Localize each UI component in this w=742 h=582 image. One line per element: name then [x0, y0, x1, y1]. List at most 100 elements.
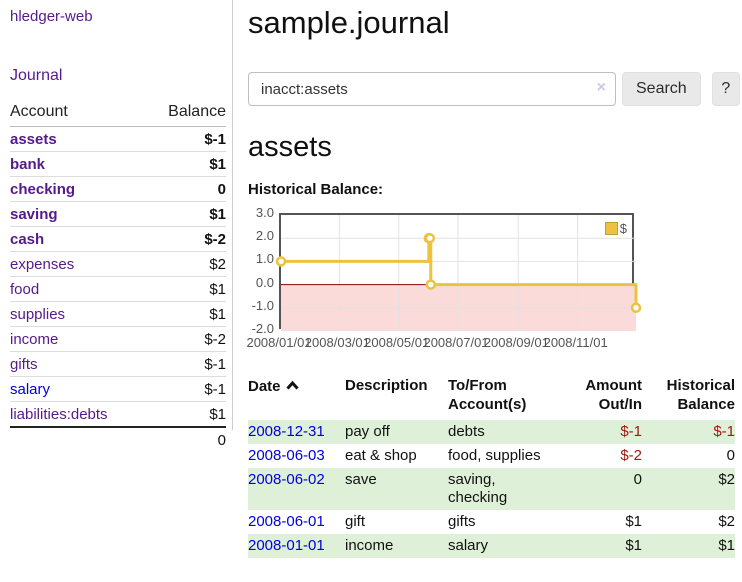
account-link[interactable]: supplies [10, 306, 66, 323]
y-axis-tick-label: 2.0 [255, 228, 274, 244]
app-title-link[interactable]: hledger-web [10, 8, 93, 25]
account-row: assets $-1 [10, 127, 226, 152]
accounts-header-balance: Balance [145, 99, 226, 127]
transaction-balance: $1 [642, 534, 735, 558]
y-axis-tick-label: 1.0 [255, 251, 274, 267]
register-table: Date Description To/From Account(s) Amou… [248, 373, 735, 558]
account-balance: $1 [145, 276, 226, 302]
accounts-table: Account Balance assets $-1 bank $1 check… [10, 99, 226, 452]
account-link[interactable]: checking [10, 181, 76, 198]
chart-x-axis: 2008/01/01 2008/03/01 2008/05/01 2008/07/01… [246, 335, 742, 353]
transaction-description: income [345, 534, 448, 558]
account-link[interactable]: salary [10, 381, 51, 398]
sidebar-divider [232, 0, 233, 430]
x-axis-tick-label: 2008/03/01 [304, 335, 370, 350]
transaction-date-link[interactable]: 2008-06-01 [248, 513, 325, 530]
account-row: checking 0 [10, 176, 226, 202]
accounts-header-account: Account [10, 99, 146, 127]
account-balance: $1 [145, 151, 226, 177]
register-header-description: Description [345, 377, 428, 394]
account-balance: $2 [145, 251, 226, 277]
register-header-amount: Amount Out/In [585, 377, 642, 413]
account-link[interactable]: liabilities:debts [10, 406, 108, 423]
account-balance: 0 [145, 176, 226, 202]
chart-canvas [275, 215, 642, 331]
y-axis-tick-label: -2.0 [251, 321, 274, 336]
transaction-amount: $1 [625, 513, 642, 530]
chart-plot-area: $ [275, 213, 642, 331]
transaction-accounts: salary [448, 534, 558, 558]
account-row: food $1 [10, 276, 226, 302]
transaction-description: eat & shop [345, 447, 417, 464]
register-row: 2008-06-01 gift gifts $1 $2 [248, 510, 735, 534]
y-axis-tick-label: 0.0 [255, 274, 274, 290]
chevron-up-icon [285, 376, 299, 395]
account-link[interactable]: food [10, 281, 40, 298]
x-axis-tick-label: 2008/05/01 [364, 335, 430, 350]
y-axis-tick-label: -1.0 [251, 297, 274, 313]
account-row: gifts $-1 [10, 351, 226, 377]
register-header-date[interactable]: Date [248, 373, 345, 420]
transaction-balance: 0 [726, 447, 735, 464]
account-link[interactable]: bank [10, 156, 46, 173]
account-link[interactable]: assets [10, 131, 57, 148]
transaction-balance: $2 [718, 513, 735, 530]
search-input[interactable] [248, 72, 616, 106]
account-balance: $-1 [204, 131, 226, 148]
transaction-amount: 0 [558, 468, 642, 510]
transaction-accounts: debts [448, 420, 558, 444]
transaction-date-link[interactable]: 2008-12-31 [248, 423, 325, 440]
register-header-accounts: To/From Account(s) [448, 377, 527, 413]
chart-title: Historical Balance: [248, 181, 384, 198]
account-balance: $-2 [145, 326, 226, 352]
legend-label: $ [619, 221, 627, 236]
account-row: liabilities:debts $1 [10, 401, 226, 427]
accounts-total-row: 0 [10, 426, 226, 452]
clear-search-icon[interactable]: × [596, 79, 606, 96]
transaction-description: save [345, 468, 448, 510]
register-row: 2008-01-01 income salary $1 $1 [248, 534, 735, 558]
transaction-amount: $1 [558, 534, 642, 558]
balance-chart: 3.0 2.0 1.0 0.0 -1.0 -2.0 $ 2008/01/01 2008/03… [246, 205, 742, 356]
search-button[interactable]: Search [622, 72, 701, 106]
search-form: × Search ? [248, 72, 740, 106]
transaction-description: gift [345, 513, 366, 530]
account-link[interactable]: income [10, 331, 59, 348]
account-row: cash $-2 [10, 226, 226, 252]
account-row: supplies $1 [10, 301, 226, 327]
register-row: 2008-06-03 eat & shop food, supplies $-2… [248, 444, 735, 468]
transaction-amount: $-1 [558, 420, 642, 444]
account-balance: $-1 [145, 376, 226, 402]
sidebar: hledger-web Journal Account Balance asse… [0, 0, 232, 452]
account-link[interactable]: saving [10, 206, 58, 223]
transaction-accounts: saving, checking [448, 468, 558, 510]
legend-swatch-icon [604, 222, 618, 235]
account-balance: $-2 [145, 226, 226, 252]
account-row: income $-2 [10, 326, 226, 352]
x-axis-tick-label: 2008/07/01 [423, 335, 489, 350]
account-link[interactable]: cash [10, 231, 45, 248]
account-link[interactable]: expenses [10, 256, 75, 273]
account-balance: $-1 [145, 351, 226, 377]
account-balance: $1 [145, 201, 226, 227]
account-row: salary $-1 [10, 376, 226, 402]
transaction-balance: $-1 [642, 420, 735, 444]
help-button[interactable]: ? [711, 72, 740, 106]
account-row: bank $1 [10, 151, 226, 177]
main-content: sample.journal × Search ? assets Histori… [246, 0, 742, 558]
account-row: saving $1 [10, 201, 226, 227]
transaction-balance: $2 [642, 468, 735, 510]
transaction-accounts: gifts [448, 513, 476, 530]
transaction-accounts: food, supplies [448, 447, 541, 464]
register-row: 2008-12-31 pay off debts $-1 $-1 [248, 420, 735, 444]
transaction-date-link[interactable]: 2008-01-01 [248, 537, 325, 554]
transaction-amount: $-2 [620, 447, 642, 464]
sidebar-item-journal[interactable]: Journal [10, 67, 63, 84]
register-row: 2008-06-02 save saving, checking 0 $2 [248, 468, 735, 510]
register-header-balance: Historical Balance [666, 377, 735, 413]
transaction-date-link[interactable]: 2008-06-02 [248, 471, 325, 488]
transaction-date-link[interactable]: 2008-06-03 [248, 447, 325, 464]
chart-legend: $ [602, 220, 629, 237]
account-link[interactable]: gifts [10, 356, 38, 373]
account-heading: assets [248, 131, 332, 163]
